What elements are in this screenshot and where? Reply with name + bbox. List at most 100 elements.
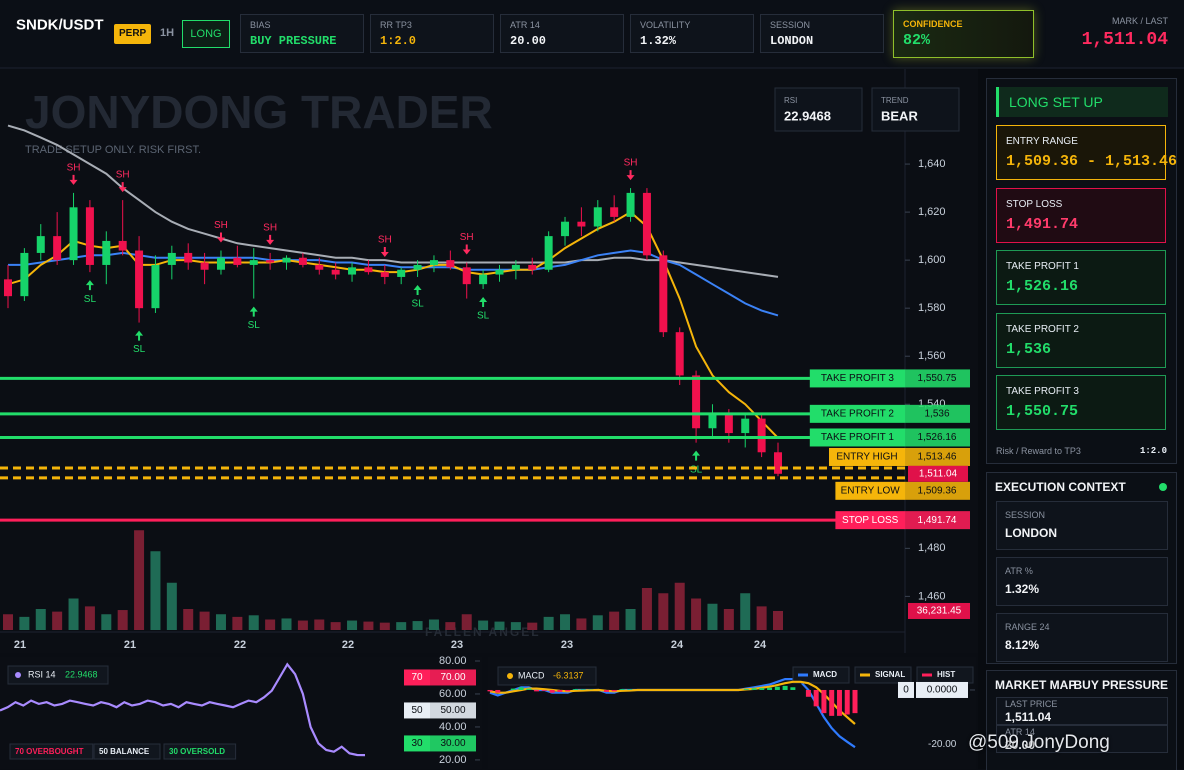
setup-card-label: TAKE PROFIT 1 [1006,261,1079,272]
marker-label: SH [378,235,392,246]
rsi-value: 22.9468 [65,669,98,679]
volume-bar [773,611,783,630]
watermark-title: JONYDONG TRADER [25,86,493,138]
volume-bar [462,614,472,630]
candle-body [266,260,274,262]
macd-legend-label: HIST [937,670,955,679]
level-tag-label: ENTRY LOW [841,485,901,496]
y-tick-label: 1,480 [918,542,946,554]
mark-value: 1,511.04 [1082,30,1168,50]
volume-bar [134,530,144,630]
candle-body [135,251,143,309]
setup-card-label: TAKE PROFIT 2 [1006,324,1079,335]
volume-bar [380,623,390,630]
macd-hist-bar [814,690,819,706]
marker-label: SH [624,158,638,169]
level-value: 1,536 [924,408,949,419]
volume-bar [527,623,537,630]
marker-label: SH [214,220,228,231]
context-card-label: RANGE 24 [1005,622,1050,632]
stat-label: SESSION [770,20,810,30]
volume-bar [265,620,275,631]
marker-label: SH [67,163,81,174]
volume-bar [3,614,13,630]
macd-hist-bar [767,688,772,690]
rsi-level-name: 70 [411,672,423,683]
macd-legend-label: SIGNAL [875,670,905,679]
rsi-level-value: 30.00 [440,738,465,749]
rsi-legend: 70 OVERBOUGHT [15,747,84,756]
volume-bar [675,583,685,630]
mark-label: MARK / LAST [1112,16,1168,26]
candle-body [627,193,635,217]
macd-hist-bar [519,687,524,690]
candle-body [758,419,766,453]
volume-bar [282,618,292,630]
market-pill: PERP [114,24,151,44]
macd-value: -6.3137 [553,670,584,680]
volume-bar [609,612,619,630]
rsi-level-value: 70.00 [440,672,465,683]
volume-bar [150,551,160,630]
rsi-dot [15,672,21,678]
volume-bar [691,599,701,631]
market-map-label: LAST PRICE [1005,699,1057,709]
x-tick-label: 23 [451,639,463,651]
marker-label: SH [460,232,474,243]
credit: @509 JonyDong [968,732,1110,754]
rsi-tick-label: 60.00 [439,688,467,700]
macd-hist-bar [534,690,539,691]
macd-legend-label: MACD [813,670,837,679]
volume-bar [85,606,95,630]
y-tick-label: 1,560 [918,350,946,362]
candle-body [315,265,323,270]
setup-card-value: 1,509.36 - 1,513.46 [1006,153,1177,170]
stat-label: ATR 14 [510,20,540,30]
level-tag-label: TAKE PROFIT 2 [821,408,894,419]
volume-bar [52,612,62,630]
y-tick-label: 1,620 [918,206,946,218]
context-title: EXECUTION CONTEXT [995,480,1126,494]
volume-tag-label: 36,231.45 [917,606,962,617]
macd-hist-bar [759,688,764,690]
volume-bar [757,606,767,630]
macd-hist-bar [775,687,780,690]
level-value: 1,526.16 [918,432,957,443]
context-card-label: ATR % [1005,566,1033,576]
macd-label: MACD [518,670,545,680]
level-value: 1,509.36 [918,485,957,496]
level-value: 1,491.74 [918,515,957,526]
watermark-subtitle: TRADE SETUP ONLY. RISK FIRST. [25,144,201,156]
marker-label: SL [133,344,146,355]
macd-hist-bar [581,689,586,690]
candle-body [250,260,258,265]
setup-card-label: TAKE PROFIT 3 [1006,386,1079,397]
candle-body [233,258,241,265]
market-map-title: MARKET MAP [995,678,1076,692]
x-tick-label: 22 [234,639,246,651]
setup-card-value: 1,526.16 [1006,278,1078,295]
marker-label: SL [248,320,261,331]
context-card-value: 8.12% [1005,638,1039,652]
symbol: SNDK/USDT [16,17,104,34]
level-tag-label: TAKE PROFIT 1 [821,432,894,443]
candle-body [495,270,503,275]
stat-value: 20.00 [510,34,546,48]
level-tag-label: STOP LOSS [842,515,899,526]
context-dot [1159,483,1167,491]
volume-bar [118,610,128,630]
volume-bar [413,621,423,630]
candle-body [676,332,684,375]
macd-hist-bar [752,688,757,690]
volume-bar [478,621,488,630]
marker-label: SL [690,464,703,475]
candle-body [659,255,667,332]
volume-bar [363,622,373,630]
candle-body [217,258,225,270]
macd-hist-bar [573,689,578,690]
macd-hist-bar [550,690,555,693]
